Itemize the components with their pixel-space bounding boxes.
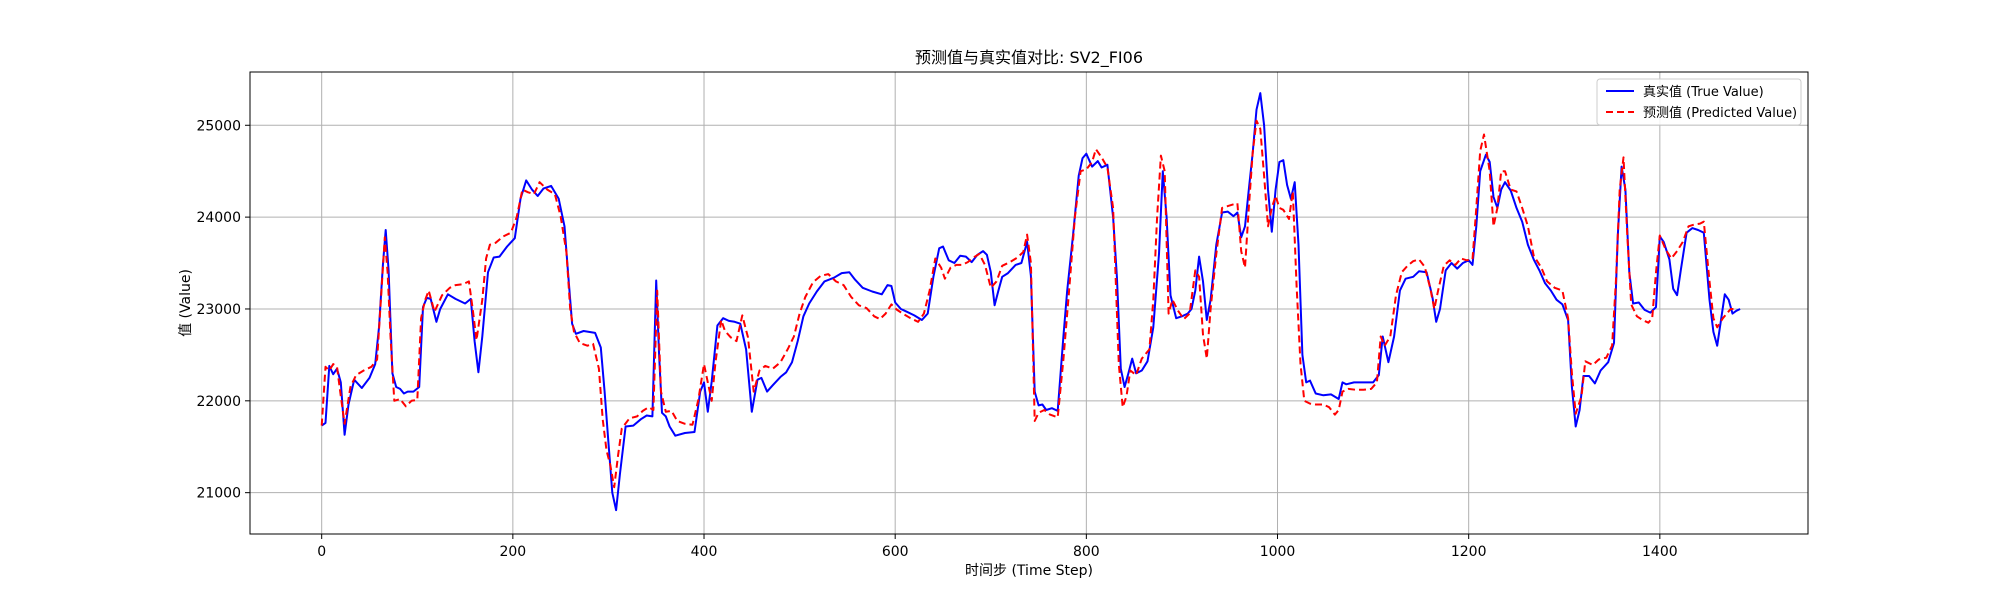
axis-ticks: 0 200 400 600 800 1000 1200 1400 21000 22000 23000… <box>196 118 1677 560</box>
y-tick-label: 23000 <box>196 302 241 318</box>
legend-label-true-value: 真实值 (True Value) <box>1643 84 1764 100</box>
grid <box>250 72 1808 534</box>
x-tick-label: 800 <box>1073 544 1100 560</box>
x-axis-label: 时间步 (Time Step) <box>965 563 1093 579</box>
y-tick-label: 24000 <box>196 210 241 226</box>
legend-box <box>1596 78 1802 126</box>
chart-title: 预测值与真实值对比: SV2_FI06 <box>915 48 1143 68</box>
plot-frame <box>249 71 1809 535</box>
y-tick-label: 21000 <box>196 486 241 502</box>
series-lines <box>320 92 1741 512</box>
x-tick-label: 1200 <box>1451 544 1487 560</box>
y-tick-label: 25000 <box>196 118 241 134</box>
legend-label-predicted-value: 预测值 (Predicted Value) <box>1643 105 1797 121</box>
x-tick-label: 600 <box>882 544 909 560</box>
series-line-predicted-value <box>320 119 1737 489</box>
legend: 真实值 (True Value) 预测值 (Predicted Value) <box>1596 78 1802 126</box>
y-axis-label: 值 (Value) <box>178 269 194 337</box>
x-tick-label: 400 <box>691 544 718 560</box>
y-tick-label: 22000 <box>196 394 241 410</box>
plot-area <box>320 92 1741 512</box>
x-tick-label: 1400 <box>1642 544 1678 560</box>
x-tick-label: 0 <box>317 544 326 560</box>
x-tick-label: 200 <box>499 544 526 560</box>
x-tick-label: 1000 <box>1260 544 1296 560</box>
series-line-true-value <box>321 92 1741 512</box>
